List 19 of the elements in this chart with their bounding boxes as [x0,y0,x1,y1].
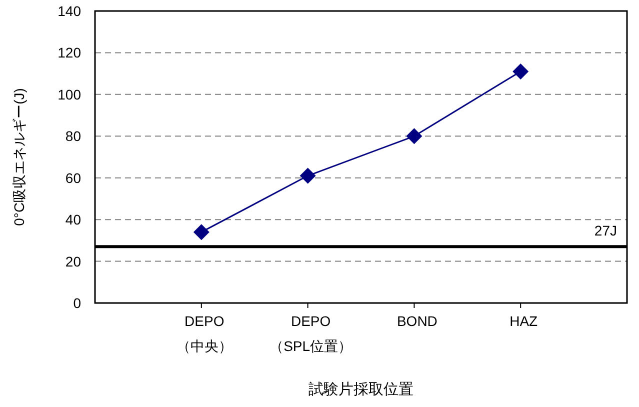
point [193,224,210,240]
point [406,128,422,144]
ref-line-label: 27J [594,222,617,239]
y-tick-label: 100 [58,86,82,102]
point [512,63,529,80]
y-tick-label: 60 [65,170,82,186]
y-axis-title: 0°C吸収エネルギー(J) [11,88,27,226]
y-tick-label: 20 [65,253,82,270]
point [300,168,316,184]
x-tick-label: DEPO （中央） [176,313,232,354]
y-tick-label: 0 [73,295,82,311]
x-tick-label: BOND [396,313,438,329]
y-tick-label: 40 [65,212,82,228]
x-tick-label: HAZ [510,313,538,329]
y-tick-label: 120 [58,44,82,61]
y-tick-label: 140 [58,3,82,19]
y-tick-label: 80 [65,128,82,144]
x-tick-label: DEPO （SPL位置） [270,313,352,354]
x-axis-title: 試験片採取位置 [308,381,414,398]
